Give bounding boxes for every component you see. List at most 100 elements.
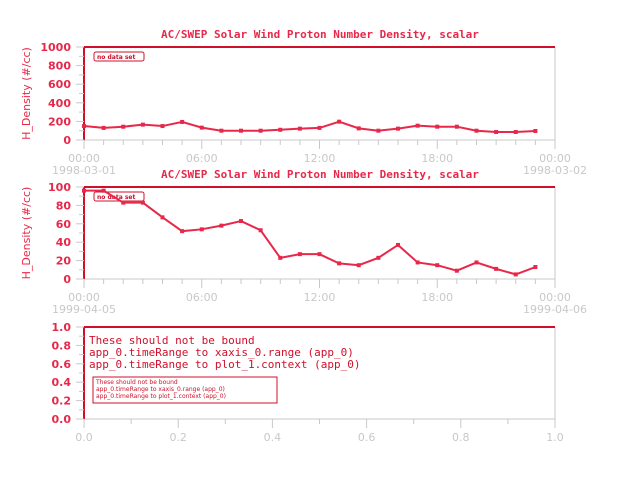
data-point <box>533 265 538 270</box>
y-tick-label: 400 <box>48 97 71 110</box>
x-date-label: 1998-03-02 <box>523 164 587 177</box>
data-point <box>494 130 499 135</box>
series-line <box>83 120 536 134</box>
data-point <box>435 124 440 129</box>
annotation-text: app_0.timeRange to xaxis_0.range (app_0) <box>89 346 354 359</box>
data-point <box>278 255 283 260</box>
y-tick-label: 0.4 <box>52 376 72 389</box>
y-tick-label: 800 <box>48 60 71 73</box>
data-point <box>160 124 165 129</box>
data-point <box>474 128 479 133</box>
x-tick-label: 0.6 <box>358 431 376 444</box>
x-tick-label: 00:00 <box>68 152 100 165</box>
data-point <box>297 126 302 131</box>
data-point <box>376 255 381 260</box>
series-line <box>84 189 536 276</box>
data-point <box>533 128 538 133</box>
y-tick-label: 60 <box>56 218 72 231</box>
y-tick-label: 0.0 <box>52 413 72 426</box>
data-point <box>140 122 145 127</box>
y-tick-label: 80 <box>56 199 72 212</box>
data-point <box>180 119 185 124</box>
annotation-box <box>92 376 278 404</box>
data-point <box>415 123 420 128</box>
y-tick-label: 40 <box>56 236 72 249</box>
data-point <box>494 266 499 271</box>
data-point <box>297 252 302 257</box>
x-tick-label: 12:00 <box>304 152 336 165</box>
data-point <box>199 227 204 232</box>
annotation-small-text: These should not be bound <box>95 379 178 386</box>
data-point <box>454 124 459 129</box>
data-point <box>396 126 400 131</box>
x-tick-label: 06:00 <box>186 291 218 304</box>
data-point <box>160 215 165 220</box>
data-point <box>239 128 243 133</box>
data-point <box>121 124 126 129</box>
y-tick-label: 0 <box>63 273 71 286</box>
data-point <box>101 125 106 130</box>
data-point <box>258 228 263 233</box>
x-tick-label: 0.8 <box>452 431 470 444</box>
chart-title: AC/SWEP Solar Wind Proton Number Density… <box>161 28 479 41</box>
x-tick-label: 1.0 <box>546 431 564 444</box>
data-point <box>278 127 283 132</box>
data-point <box>82 188 86 193</box>
data-point <box>82 124 86 129</box>
y-tick-label: 1.0 <box>52 321 72 334</box>
x-tick-label: 12:00 <box>304 291 336 304</box>
data-point <box>356 126 361 131</box>
chart-title: AC/SWEP Solar Wind Proton Number Density… <box>161 168 479 181</box>
y-tick-label: 1000 <box>40 41 71 54</box>
data-point <box>454 268 459 273</box>
x-tick-label: 0.2 <box>169 431 187 444</box>
annotation-text: These should not be bound <box>89 334 255 347</box>
data-point <box>396 242 400 247</box>
data-point <box>199 125 204 130</box>
data-point <box>513 272 518 277</box>
x-tick-label: 0.0 <box>75 431 93 444</box>
y-tick-label: 0.2 <box>52 395 72 408</box>
data-point <box>337 119 342 124</box>
annotation-small-text: app_0.timeRange to plot_1.context (app_0… <box>96 393 226 400</box>
x-tick-label: 00:00 <box>539 291 571 304</box>
data-point <box>258 128 263 133</box>
data-point <box>337 261 342 266</box>
y-axis-label: H_Density (#/cc) <box>20 47 33 140</box>
y-tick-label: 0.8 <box>52 339 72 352</box>
annotation-text: app_0.timeRange to plot_1.context (app_0… <box>89 358 361 371</box>
data-point <box>239 219 243 224</box>
legend-box <box>93 51 145 62</box>
x-date-label: 1998-03-01 <box>52 164 116 177</box>
legend-label: no data set <box>97 54 135 61</box>
data-point <box>317 125 322 130</box>
data-point <box>356 263 361 268</box>
annotation-small-text: app_0.timeRange to xaxis_0.range (app_0) <box>96 386 225 393</box>
y-tick-label: 600 <box>48 78 71 91</box>
x-tick-label: 06:00 <box>186 152 218 165</box>
data-point <box>140 200 145 205</box>
x-tick-label: 18:00 <box>421 152 453 165</box>
y-tick-label: 100 <box>48 181 71 194</box>
y-axis-label: H_Density (#/cc) <box>20 187 33 280</box>
x-date-label: 1999-04-06 <box>523 303 587 316</box>
x-tick-label: 00:00 <box>68 291 100 304</box>
data-point <box>317 252 322 257</box>
data-point <box>376 128 381 133</box>
data-point <box>180 229 185 234</box>
y-tick-label: 200 <box>48 115 71 128</box>
data-point <box>474 260 479 265</box>
y-tick-label: 0 <box>63 134 71 147</box>
data-point <box>219 223 224 228</box>
data-point <box>219 128 224 133</box>
data-point <box>121 200 126 205</box>
x-tick-label: 18:00 <box>421 291 453 304</box>
x-date-label: 1999-04-05 <box>52 303 116 316</box>
data-point <box>101 188 106 193</box>
data-point <box>415 260 420 265</box>
y-tick-label: 0.6 <box>52 358 72 371</box>
x-tick-label: 0.4 <box>264 431 282 444</box>
x-tick-label: 00:00 <box>539 152 571 165</box>
data-point <box>435 263 440 268</box>
